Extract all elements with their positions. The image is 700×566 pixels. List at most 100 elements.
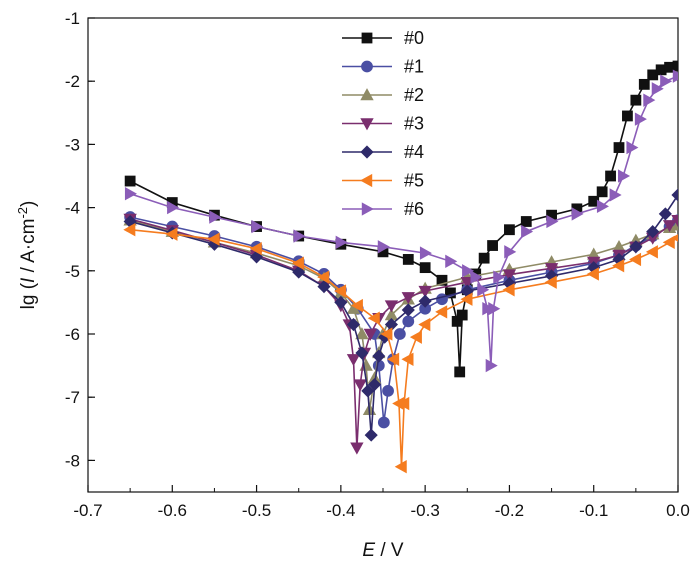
data-point bbox=[671, 188, 678, 202]
data-point bbox=[167, 200, 180, 215]
data-point bbox=[651, 82, 664, 96]
legend-item: #5 bbox=[342, 171, 424, 191]
data-point bbox=[317, 270, 330, 284]
data-point bbox=[419, 246, 432, 260]
legend-item: #0 bbox=[342, 28, 424, 48]
data-point bbox=[372, 349, 386, 363]
legend-item: #2 bbox=[342, 85, 424, 105]
data-point bbox=[629, 252, 642, 267]
x-axis-label: E / V bbox=[362, 540, 404, 561]
data-point bbox=[462, 264, 475, 278]
data-point bbox=[124, 187, 137, 201]
x-tick-label: -0.4 bbox=[326, 501, 355, 520]
y-tick-label: -5 bbox=[65, 262, 80, 281]
y-axis-label: lg (I / A·cm-2) bbox=[15, 201, 40, 310]
data-point bbox=[418, 317, 431, 332]
x-axis: -0.7 -0.6 -0.5 -0.4 -0.3 -0.2 -0.1 0.0 bbox=[73, 485, 690, 520]
data-point bbox=[630, 94, 642, 106]
y-tick-label: -3 bbox=[65, 135, 80, 154]
legend-marker bbox=[360, 145, 374, 159]
data-point bbox=[643, 93, 656, 107]
data-point bbox=[353, 379, 367, 392]
legend-marker bbox=[361, 202, 374, 216]
data-point bbox=[612, 259, 625, 273]
data-point bbox=[571, 207, 584, 221]
data-point bbox=[671, 215, 678, 228]
legend: #0 #1 #2 #3 #4 #5 #6 bbox=[342, 28, 424, 219]
data-point bbox=[249, 242, 262, 256]
data-point bbox=[488, 302, 501, 316]
data-point bbox=[292, 265, 306, 279]
data-point bbox=[361, 384, 375, 398]
data-point bbox=[487, 240, 498, 251]
data-point bbox=[350, 442, 364, 455]
x-tick-label: -0.6 bbox=[158, 501, 187, 520]
data-point bbox=[671, 234, 678, 242]
legend-marker bbox=[360, 88, 374, 101]
data-point bbox=[520, 216, 532, 227]
legend-label: #5 bbox=[404, 171, 424, 191]
data-point bbox=[209, 210, 222, 224]
data-point bbox=[478, 252, 490, 264]
data-point bbox=[485, 358, 498, 373]
data-point bbox=[419, 262, 431, 274]
data-point bbox=[384, 300, 399, 313]
data-point bbox=[436, 274, 448, 286]
data-point bbox=[662, 220, 677, 233]
data-point bbox=[629, 240, 643, 254]
data-point bbox=[544, 263, 559, 276]
data-point bbox=[626, 140, 639, 155]
data-point bbox=[638, 78, 650, 90]
data-point bbox=[546, 214, 559, 229]
legend-label: #2 bbox=[404, 85, 424, 105]
data-point bbox=[456, 309, 468, 321]
data-point bbox=[470, 270, 483, 284]
x-tick-label: -0.7 bbox=[73, 501, 102, 520]
y-axis: -8 -7 -6 -5 -4 -3 -2 -1 bbox=[65, 9, 95, 470]
data-point bbox=[482, 302, 495, 316]
data-point bbox=[493, 270, 506, 284]
data-point bbox=[393, 328, 406, 340]
data-point bbox=[355, 327, 369, 340]
data-point bbox=[335, 235, 348, 250]
x-tick-label: -0.3 bbox=[410, 501, 439, 520]
data-point bbox=[596, 186, 608, 198]
data-point bbox=[613, 142, 625, 153]
legend-label: #0 bbox=[404, 28, 424, 48]
data-point bbox=[445, 254, 458, 268]
legend-label: #3 bbox=[404, 114, 424, 134]
x-tick-label: 0.0 bbox=[666, 501, 690, 520]
data-point bbox=[504, 224, 515, 236]
legend-marker bbox=[360, 173, 373, 188]
x-tick-label: -0.5 bbox=[242, 501, 271, 520]
data-point bbox=[672, 60, 678, 72]
data-point bbox=[418, 285, 432, 298]
data-point bbox=[409, 330, 422, 344]
data-point bbox=[355, 346, 369, 360]
data-point bbox=[609, 188, 622, 202]
data-point bbox=[401, 292, 415, 305]
y-tick-label: -7 bbox=[65, 388, 80, 407]
data-point bbox=[586, 267, 599, 281]
data-point bbox=[367, 311, 380, 325]
y-tick-label: -8 bbox=[65, 451, 80, 470]
data-point bbox=[605, 170, 616, 182]
legend-marker bbox=[361, 32, 373, 44]
y-tick-label: -2 bbox=[65, 72, 80, 91]
legend-item: #4 bbox=[342, 142, 424, 162]
y-tick-label: -6 bbox=[65, 325, 80, 344]
data-point bbox=[672, 69, 678, 83]
y-tick-label: -4 bbox=[65, 199, 80, 218]
data-point bbox=[658, 207, 672, 221]
x-tick-label: -0.1 bbox=[579, 501, 608, 520]
data-point bbox=[165, 227, 178, 241]
data-point bbox=[504, 245, 517, 259]
data-point bbox=[662, 235, 675, 250]
data-point bbox=[368, 377, 382, 392]
data-point bbox=[521, 224, 534, 239]
data-point bbox=[445, 287, 456, 299]
data-point bbox=[334, 295, 348, 309]
data-point bbox=[435, 305, 448, 319]
data-point bbox=[402, 254, 414, 265]
